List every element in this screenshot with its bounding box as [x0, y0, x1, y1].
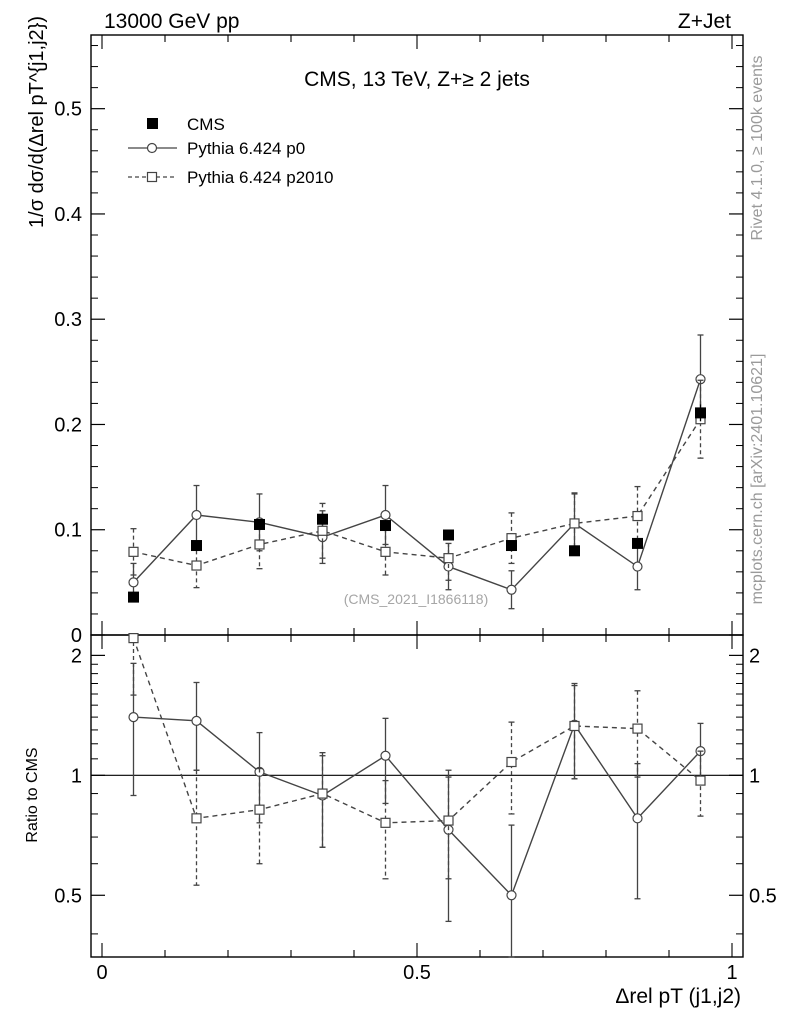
- ratio-pythia-p2010-point: [317, 788, 328, 799]
- cms-data-point: [506, 540, 517, 552]
- pythia-p2010-point: [191, 560, 202, 571]
- x-tick-label: 0.5: [403, 962, 431, 984]
- ratio-pythia-p2010-point: [506, 756, 517, 768]
- x-tick-label: 1: [726, 962, 737, 984]
- ratio-y-tick-label: 0.5: [54, 885, 82, 907]
- main-y-axis-label: 1/σ dσ/d(Δrel pT^{j1,j2}): [26, 16, 48, 228]
- ratio-pythia-p0-point: [632, 813, 643, 824]
- x-tick-label: 0: [96, 962, 107, 984]
- main-y-tick-label: 0.2: [54, 414, 82, 436]
- ratio-pythia-p0-point: [128, 712, 139, 723]
- pythia-p2010-point: [632, 510, 643, 522]
- x-axis-label: Δrel pT (j1,j2): [615, 985, 741, 1008]
- pythia-p0-point: [506, 584, 517, 595]
- pythia-p0-line: [132, 378, 702, 591]
- plot-title: CMS, 13 TeV, Z+≥ 2 jets: [304, 68, 530, 91]
- ratio-pythia-p0-point: [506, 890, 517, 901]
- ratio-pythia-p2010-point: [443, 815, 454, 826]
- header-left: 13000 GeV pp: [104, 10, 239, 33]
- legend-marker-p2010: [146, 171, 158, 183]
- cms-data-point: [191, 540, 202, 552]
- main-plot-area: [128, 334, 706, 610]
- main-y-tick-label: 0.1: [54, 520, 82, 542]
- main-y-tick-label: 0.5: [54, 99, 82, 121]
- ratio-pythia-p2010-point: [632, 723, 643, 734]
- ratio-pythia-p2010-point: [128, 633, 139, 644]
- main-y-tick-label: 0.3: [54, 309, 82, 331]
- pythia-p0-point: [128, 577, 139, 588]
- ratio-pythia-p0-line: [133, 716, 702, 897]
- ratio-panel-frame: [90, 634, 744, 958]
- ratio-pythia-p0-point: [380, 750, 391, 761]
- ratio-y-tick-label: 2: [71, 645, 82, 667]
- ratio-y-tick-label-right: 1: [749, 765, 760, 787]
- ratio-y-tick-label-right: 2: [749, 645, 760, 667]
- ratio-y-axis-label: Ratio to CMS: [24, 747, 41, 842]
- cms-data-point: [380, 520, 391, 532]
- legend-label-cms: CMS: [187, 115, 225, 134]
- pythia-p0-point: [191, 509, 202, 521]
- legend-marker-cms: [147, 118, 158, 129]
- ratio-pythia-p2010-point: [380, 817, 391, 828]
- cms-data-point: [569, 545, 580, 557]
- cms-data-point: [128, 591, 139, 603]
- legend-marker-p0: [146, 142, 158, 154]
- ratio-pythia-p2010-line: [132, 637, 701, 824]
- cms-data-point: [632, 537, 643, 549]
- pythia-p2010-point: [128, 546, 139, 557]
- main-y-tick-label: 0.4: [54, 204, 82, 226]
- ratio-pythia-p0-point: [191, 715, 202, 726]
- pythia-p2010-point: [569, 518, 580, 529]
- cms-data-point: [254, 518, 265, 530]
- pythia-p2010-point: [317, 525, 328, 536]
- main-axis-ticks: 0 0.1 0.2 0.3 0.4 0.5: [54, 35, 743, 647]
- ratio-pythia-p2010-point: [254, 804, 265, 815]
- ratio-y-tick-label: 1: [71, 765, 82, 787]
- pythia-p2010-point: [380, 546, 391, 557]
- ratio-pythia-p2010-point: [569, 720, 580, 732]
- rivet-version-label: Rivet 4.1.0, ≥ 100k events: [749, 56, 766, 241]
- ratio-plot-area: [91, 633, 743, 958]
- pythia-p2010-line: [133, 418, 702, 567]
- pythia-p0-point: [380, 509, 391, 521]
- analysis-watermark: (CMS_2021_I1866118): [344, 591, 489, 607]
- main-y-tick-label: 0: [71, 625, 82, 647]
- ratio-y-tick-label-right: 0.5: [749, 885, 777, 907]
- mcplots-url-label: mcplots.cern.ch [arXiv:2401.10621]: [749, 354, 766, 605]
- pythia-p0-point: [632, 561, 643, 572]
- ratio-pythia-p2010-point: [695, 775, 706, 786]
- cms-data-point: [695, 407, 706, 419]
- ratio-pythia-p2010-point: [191, 813, 202, 824]
- cms-data-point: [317, 513, 328, 525]
- header-right: Z+Jet: [678, 10, 731, 33]
- legend: CMS Pythia 6.424 p0 Pythia 6.424 p2010: [128, 115, 334, 187]
- pythia-p2010-point: [443, 553, 454, 564]
- cms-data-point: [443, 529, 454, 541]
- legend-label-p0: Pythia 6.424 p0: [187, 139, 305, 158]
- legend-label-p2010: Pythia 6.424 p2010: [187, 168, 334, 187]
- ratio-axis-ticks: 0.5 0.5 1 1 2 2 0 0.5 1: [54, 635, 777, 984]
- pythia-p2010-point: [254, 539, 265, 550]
